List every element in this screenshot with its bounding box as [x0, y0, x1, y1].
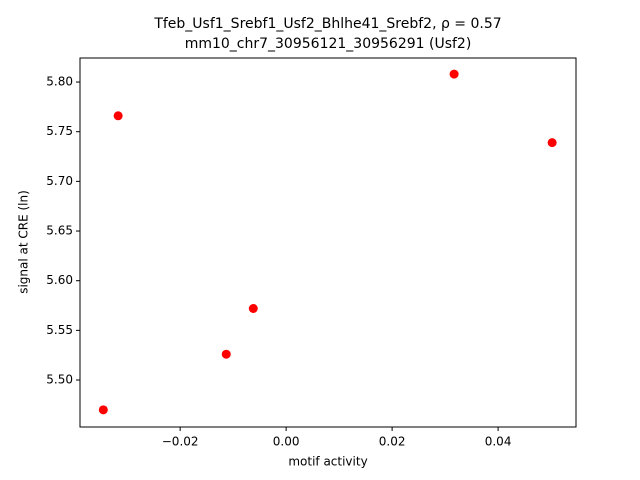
x-tick-label: 0.02: [379, 435, 406, 449]
y-tick-label: 5.65: [46, 224, 73, 238]
x-tick-label: −0.02: [162, 435, 199, 449]
y-tick-label: 5.60: [46, 273, 73, 287]
chart-title: Tfeb_Usf1_Srebf1_Usf2_Bhlhe41_Srebf2, ρ …: [153, 16, 501, 32]
y-tick-label: 5.50: [46, 373, 73, 387]
point: [547, 138, 557, 148]
x-tick-label: 0.00: [273, 435, 300, 449]
point: [248, 304, 258, 314]
point: [113, 111, 123, 121]
x-axis-label: motif activity: [288, 455, 367, 469]
chart-subtitle: mm10_chr7_30956121_30956291 (Usf2): [185, 36, 472, 52]
x-tick-label: 0.04: [485, 435, 512, 449]
point: [449, 69, 459, 79]
point: [221, 349, 231, 359]
y-tick-label: 5.75: [46, 124, 73, 138]
y-tick-label: 5.55: [46, 323, 73, 337]
y-tick-label: 5.80: [46, 75, 73, 89]
y-tick-label: 5.70: [46, 174, 73, 188]
plot-frame: [79, 57, 577, 428]
point: [98, 405, 108, 415]
y-axis-label: signal at CRE (ln): [17, 190, 31, 294]
